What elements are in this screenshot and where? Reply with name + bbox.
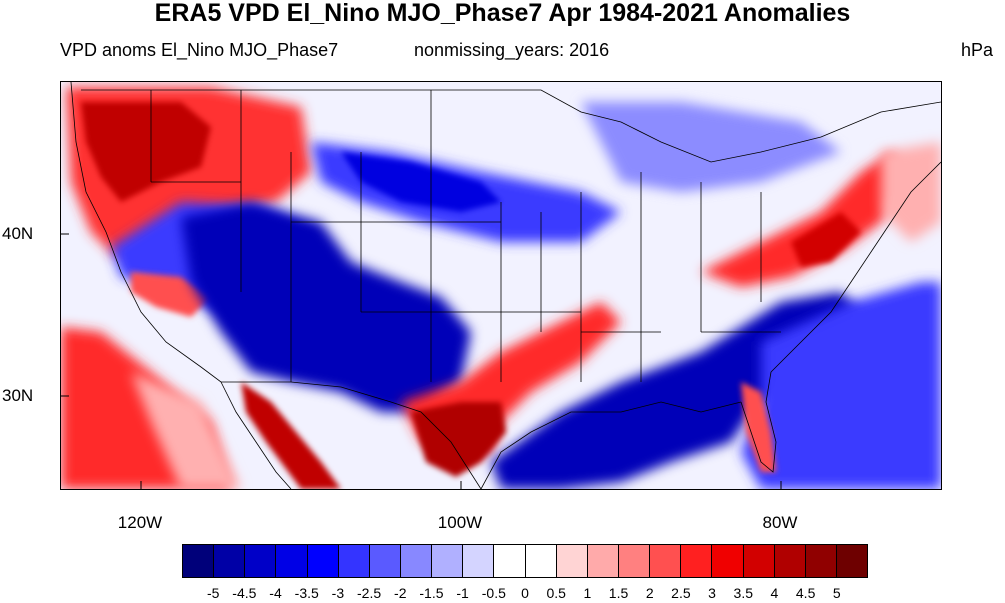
- colorbar-label: -3: [331, 585, 345, 601]
- colorbar-label: 0: [521, 585, 529, 601]
- colorbar-label: -4.5: [232, 585, 257, 601]
- red-region-florida: [741, 382, 776, 472]
- blue-region-great-lakes: [581, 102, 841, 192]
- colorbar-box: [463, 545, 495, 577]
- colorbar-label: 2: [645, 585, 654, 601]
- red-region-mid-atlantic: [701, 152, 911, 287]
- colorbar-label: 2.5: [671, 585, 691, 601]
- colorbar-box: [338, 545, 370, 577]
- red-core-texas: [411, 402, 506, 477]
- lon-label-80w: 80W: [762, 513, 798, 532]
- colorbar-label: 1.5: [608, 585, 629, 601]
- coastline-baja: [220, 381, 292, 489]
- colorbar-box: [556, 545, 588, 577]
- colorbar-box: [650, 545, 682, 577]
- blue-region-atlantic: [741, 282, 941, 489]
- colorbar-label: 1: [583, 585, 592, 601]
- coastline-east: [770, 161, 941, 373]
- colorbar-box: [618, 545, 651, 577]
- colorbar-box: [369, 545, 401, 577]
- map-canvas: [61, 82, 941, 489]
- subtitle-years: nonmissing_years: 2016: [414, 40, 610, 60]
- colorbar-label: 3.5: [733, 585, 753, 601]
- lon-label-120w: 120W: [117, 513, 163, 532]
- blue-region-northern-plains-core: [341, 152, 501, 212]
- red-core-mid-atlantic: [791, 212, 861, 267]
- lat-label-40n: 40N: [2, 224, 34, 243]
- colorbar-box: [400, 545, 433, 577]
- colorbar-box: [307, 545, 339, 577]
- anomaly-field: [61, 87, 941, 489]
- graticule-ticks: [61, 233, 782, 489]
- colorbar-box: [525, 545, 557, 577]
- colorbar-label: 0.5: [546, 585, 566, 601]
- colorbar-label: -1: [456, 585, 469, 601]
- lon-label-100w: 100W: [437, 513, 483, 532]
- colorbar-box: [245, 545, 277, 577]
- coastline-gulf: [480, 401, 742, 489]
- subtitle-variable: VPD anoms El_Nino MJO_Phase7: [60, 40, 339, 60]
- colorbar-label: 5: [832, 585, 841, 601]
- colorbar: [182, 544, 868, 578]
- colorbar-box: [681, 545, 713, 577]
- vpd-anomaly-map: [60, 81, 942, 490]
- colorbar-box: [276, 545, 308, 577]
- coastline-florida: [740, 371, 777, 473]
- colorbar-label: -4: [269, 585, 282, 601]
- colorbar-box: [836, 545, 868, 577]
- blue-region-southwest-core: [181, 202, 471, 412]
- lat-label-30n: 30N: [2, 386, 34, 405]
- colorbar-label: -5: [206, 585, 220, 601]
- colorbar-box: [214, 545, 246, 577]
- political-borders: [70, 82, 941, 489]
- colorbar-label: -1.5: [419, 585, 444, 601]
- border-canada: [81, 89, 941, 163]
- colorbar-box: [743, 545, 775, 577]
- pink-region-pacific-southwest: [131, 372, 241, 489]
- colorbar-label: -0.5: [481, 585, 506, 601]
- colorbar-label: 4: [770, 585, 779, 601]
- chart-title: ERA5 VPD El_Nino MJO_Phase7 Apr 1984-202…: [154, 0, 851, 27]
- colorbar-label: 3: [708, 585, 716, 601]
- colorbar-box: [432, 545, 464, 577]
- colorbar-box: [712, 545, 744, 577]
- subtitle-units: hPa: [960, 40, 993, 60]
- colorbar-box: [183, 545, 215, 577]
- colorbar-label: -2.5: [357, 585, 382, 601]
- colorbar-label: -2: [394, 585, 407, 601]
- colorbar-box: [587, 545, 619, 577]
- colorbar-label: -3.5: [294, 585, 319, 601]
- border-state-lines: [150, 90, 781, 382]
- colorbar-box: [774, 545, 806, 577]
- red-region-baja: [241, 382, 341, 489]
- coastline-west: [70, 82, 222, 383]
- colorbar-label: 4.5: [795, 585, 816, 601]
- colorbar-box: [494, 545, 526, 577]
- red-core-northwest: [81, 102, 211, 202]
- red-region-central-california: [131, 272, 211, 317]
- colorbar-box: [805, 545, 837, 577]
